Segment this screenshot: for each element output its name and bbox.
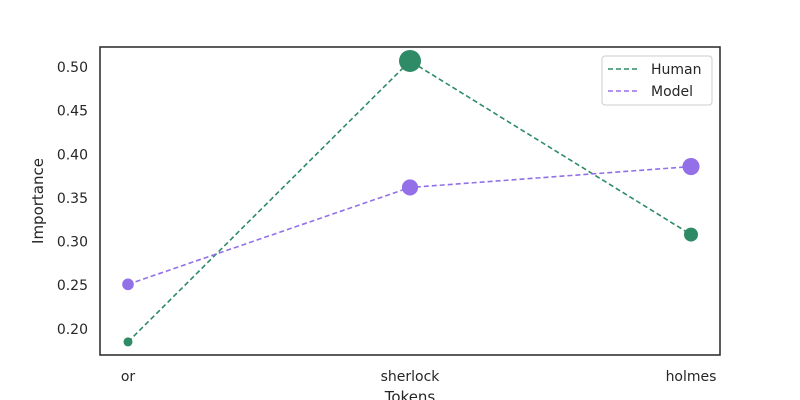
series-layer <box>122 49 700 347</box>
legend-label-model: Model <box>651 84 693 100</box>
legend-label-human: Human <box>651 62 702 78</box>
data-point-human <box>684 227 698 242</box>
plot-frame <box>99 46 721 356</box>
x-tick-label: or <box>121 369 136 385</box>
y-tick-label: 0.40 <box>57 147 88 163</box>
y-tick-label: 0.50 <box>57 60 88 76</box>
legend: Human Model <box>601 55 713 106</box>
y-tick-label: 0.25 <box>57 278 88 294</box>
data-point-model <box>401 179 419 196</box>
data-point-model <box>122 278 134 291</box>
x-tick-label: sherlock <box>381 369 441 385</box>
x-tick-label: holmes <box>666 369 717 385</box>
x-axis-label: Tokens <box>384 388 436 400</box>
x-axis-ticks: or sherlock holmes <box>121 369 717 385</box>
y-tick-label: 0.30 <box>57 235 88 251</box>
series-line-human <box>127 59 692 343</box>
legend-box <box>601 55 713 106</box>
y-tick-label: 0.45 <box>57 104 88 120</box>
y-tick-label: 0.20 <box>57 322 88 338</box>
y-tick-label: 0.35 <box>57 191 88 207</box>
data-point-model <box>682 157 700 176</box>
data-point-human <box>399 49 421 72</box>
y-axis-label: Importance <box>29 158 47 244</box>
y-axis-ticks: 0.20 0.25 0.30 0.35 0.40 0.45 0.50 <box>57 60 88 338</box>
data-point-human <box>123 337 133 347</box>
